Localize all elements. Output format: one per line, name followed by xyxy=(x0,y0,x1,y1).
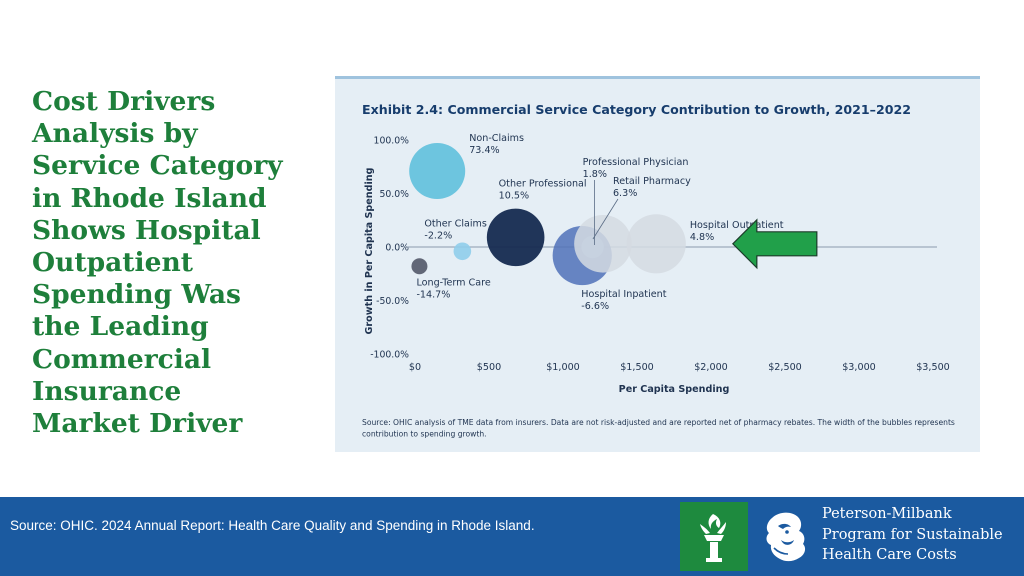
bubble xyxy=(626,214,686,274)
top-rule xyxy=(0,0,1024,2)
slide-title-line: Analysis by xyxy=(32,118,198,150)
footer-band: Source: OHIC. 2024 Annual Report: Health… xyxy=(0,497,1024,576)
y-tick-label: -100.0% xyxy=(370,350,409,361)
x-tick-label: $3,000 xyxy=(842,362,876,373)
bubble xyxy=(453,242,472,261)
lion-icon xyxy=(766,512,806,562)
slide-title-line: Commercial xyxy=(32,343,212,375)
bubble-value-label: 73.4% xyxy=(469,145,499,156)
bubble-value-label: -6.6% xyxy=(581,301,609,312)
x-tick-label: $3,500 xyxy=(916,362,950,373)
chart-title: Exhibit 2.4: Commercial Service Category… xyxy=(362,102,911,117)
bubble-value-label: 4.8% xyxy=(690,232,714,243)
slide-title-line: Service Category xyxy=(32,150,283,182)
y-tick-label: 0.0% xyxy=(385,243,409,254)
footer-source-text: Source: OHIC. 2024 Annual Report: Health… xyxy=(10,518,535,533)
y-tick-label: 50.0% xyxy=(379,189,409,200)
bubble-label: Other Professional xyxy=(499,179,587,190)
slide-title-line: Spending Was xyxy=(32,279,241,311)
org-name-line: Health Care Costs xyxy=(822,547,957,563)
org-name: Peterson-Milbank Program for Sustainable… xyxy=(822,504,1003,566)
bubble xyxy=(409,143,466,200)
torch-icon xyxy=(700,514,726,562)
bubble-label: Hospital Inpatient xyxy=(581,289,666,300)
bubble xyxy=(411,258,428,275)
org-name-line: Program for Sustainable xyxy=(822,526,1003,543)
x-tick-label: $1,000 xyxy=(546,362,580,373)
bubble-label: Retail Pharmacy xyxy=(613,176,691,187)
slide-title-line: Cost Drivers xyxy=(32,86,216,117)
bubble-label: Long-Term Care xyxy=(416,277,490,288)
bubble-value-label: -14.7% xyxy=(416,289,450,300)
leader-line xyxy=(592,198,619,240)
bubble-label: Non-Claims xyxy=(469,133,524,144)
x-axis-label: Per Capita Spending xyxy=(619,384,730,395)
bubble xyxy=(486,208,545,267)
bubble-value-label: 6.3% xyxy=(613,188,637,199)
x-tick-label: $1,500 xyxy=(620,362,654,373)
exhibit-panel: Exhibit 2.4: Commercial Service Category… xyxy=(335,76,980,452)
y-tick-label: -50.0% xyxy=(376,296,409,307)
chart-source-note: contribution to spending growth. xyxy=(362,430,487,439)
bubble-label: Other Claims xyxy=(424,218,487,229)
slide-title-line: the Leading xyxy=(32,311,209,343)
y-tick-label: 100.0% xyxy=(374,136,410,147)
slide-title-line: in Rhode Island xyxy=(32,182,267,214)
bubble-label: Hospital Outpatient xyxy=(690,220,784,231)
x-tick-label: $2,500 xyxy=(768,362,802,373)
slide-title-line: Market Driver xyxy=(32,408,243,440)
highlight-arrow xyxy=(731,218,818,270)
slide-title-line: Insurance xyxy=(32,375,182,407)
x-tick-label: $500 xyxy=(477,362,501,373)
x-tick-label: $2,000 xyxy=(694,362,728,373)
bubble-value-label: -2.2% xyxy=(424,230,452,241)
org-name-line: Peterson-Milbank xyxy=(822,506,952,522)
bubble-chart: Exhibit 2.4: Commercial Service Category… xyxy=(362,102,955,439)
bubble-label: Professional Physician xyxy=(583,157,689,168)
lion-logo xyxy=(752,502,816,571)
chart-source-note: Source: OHIC analysis of TME data from i… xyxy=(362,418,955,427)
x-tick-label: $0 xyxy=(409,362,421,373)
slide-title-line: Shows Hospital xyxy=(32,214,261,246)
slide-title-line: Outpatient xyxy=(32,247,193,279)
bubble-value-label: 10.5% xyxy=(499,191,529,202)
y-axis-label: Growth in Per Capita Spending xyxy=(364,167,375,334)
bubble-value-label: 1.8% xyxy=(583,169,607,180)
bubble xyxy=(574,214,632,273)
torch-logo xyxy=(680,502,748,571)
slide-title: Cost Drivers Analysis by Service Categor… xyxy=(32,86,322,440)
